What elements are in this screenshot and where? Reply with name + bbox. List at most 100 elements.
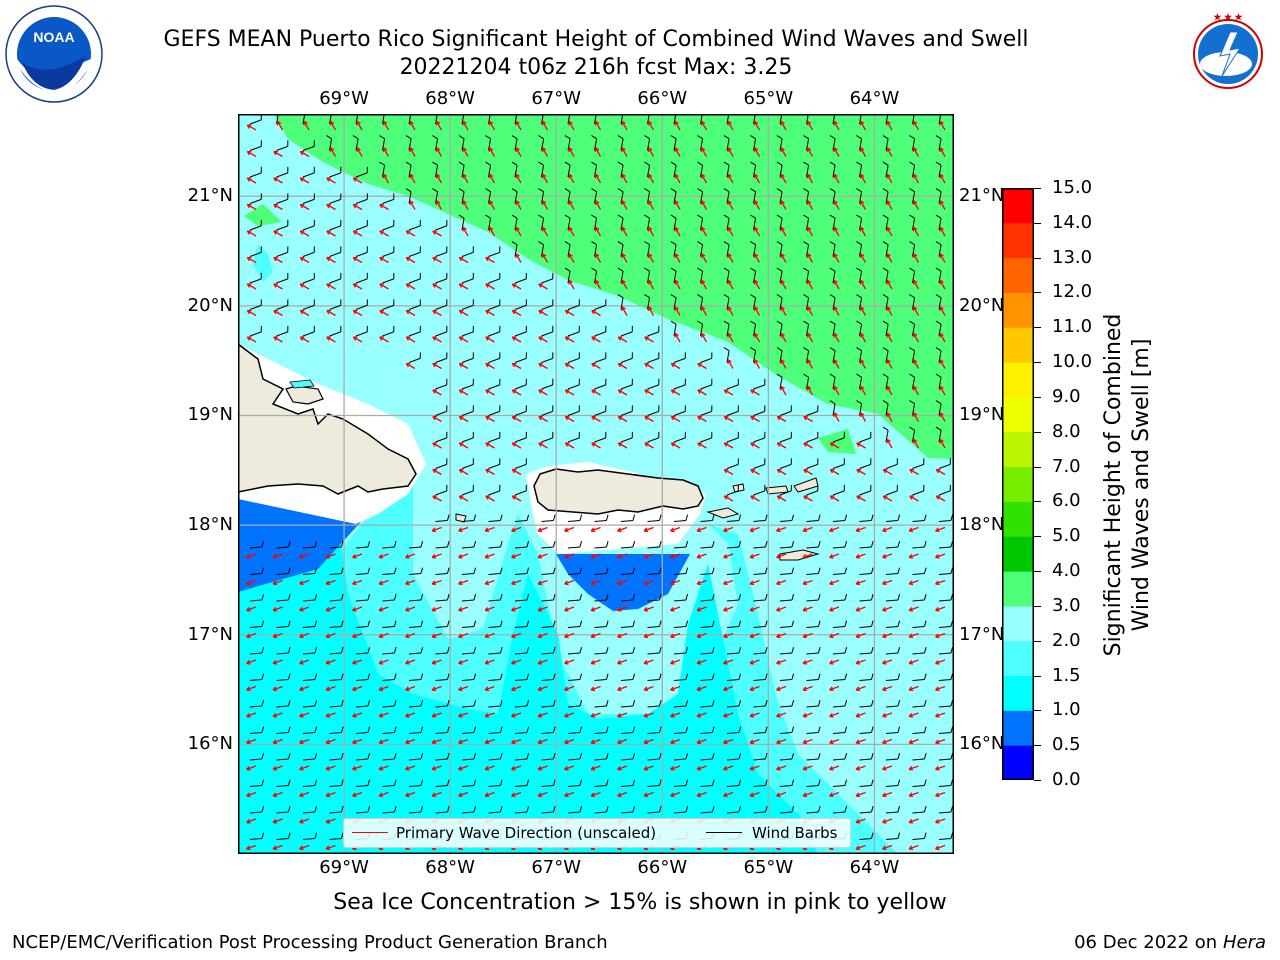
wind-barb bbox=[938, 806, 954, 814]
wave-arrow bbox=[246, 124, 257, 131]
wind-barb bbox=[408, 647, 424, 655]
wind-barb bbox=[779, 405, 792, 416]
wave-arrow bbox=[802, 685, 813, 692]
wave-arrow bbox=[431, 685, 442, 692]
wave-arrow bbox=[806, 200, 814, 210]
wind-barb bbox=[776, 320, 783, 337]
wind-barb bbox=[779, 753, 795, 761]
wave-arrow bbox=[908, 818, 919, 824]
wave-arrow bbox=[594, 200, 602, 210]
colorbar-segment bbox=[1002, 466, 1034, 502]
wind-barb bbox=[859, 431, 872, 443]
wave-arrow bbox=[272, 606, 283, 612]
wave-arrow bbox=[325, 685, 336, 692]
colorbar-tick-mark bbox=[1034, 675, 1041, 677]
wave-arrow bbox=[511, 389, 522, 396]
wave-arrow bbox=[670, 579, 681, 586]
wind-barb bbox=[935, 135, 942, 151]
wave-arrow bbox=[329, 120, 337, 131]
wave-direction-arrows bbox=[246, 120, 946, 851]
wind-barb bbox=[617, 294, 624, 310]
wind-barb bbox=[541, 299, 554, 310]
wave-arrow bbox=[246, 309, 257, 317]
wave-arrow bbox=[935, 738, 946, 745]
wave-arrow bbox=[912, 173, 920, 184]
wave-arrow bbox=[939, 332, 946, 343]
wave-arrow bbox=[485, 442, 495, 449]
wind-barb bbox=[488, 647, 503, 655]
wind-barb bbox=[859, 700, 874, 708]
wind-barb bbox=[885, 832, 901, 840]
wave-arrow bbox=[749, 685, 760, 692]
wave-arrow bbox=[538, 362, 548, 370]
wind-barb bbox=[912, 700, 927, 708]
wind-barb bbox=[408, 806, 424, 814]
wave-arrow bbox=[696, 712, 707, 718]
wind-barb bbox=[382, 726, 397, 734]
wind-barb bbox=[541, 620, 556, 628]
wind-barb bbox=[567, 620, 583, 628]
wind-barb bbox=[829, 135, 836, 151]
wind-barb bbox=[249, 700, 265, 708]
wind-barb bbox=[644, 161, 651, 178]
wave-arrow bbox=[352, 230, 363, 237]
wind-barb bbox=[806, 620, 821, 628]
wind-barb bbox=[885, 726, 901, 734]
wind-barb bbox=[538, 135, 545, 151]
wind-barb bbox=[458, 188, 465, 204]
lat-label-right: 18°N bbox=[959, 514, 1005, 536]
wind-barb bbox=[594, 514, 609, 522]
wave-arrow bbox=[356, 120, 363, 131]
wave-arrow bbox=[882, 606, 893, 612]
wave-arrow bbox=[670, 606, 681, 612]
wind-barb bbox=[912, 620, 927, 628]
wind-barb bbox=[461, 405, 474, 416]
wind-barb bbox=[779, 484, 792, 496]
wave-arrow bbox=[727, 253, 734, 263]
lat-label-right: 20°N bbox=[959, 294, 1005, 316]
wave-arrow bbox=[537, 632, 548, 639]
wind-barb bbox=[541, 541, 556, 549]
wind-barb bbox=[276, 272, 289, 284]
wind-barb bbox=[859, 726, 874, 734]
wind-barb bbox=[408, 779, 424, 787]
wave-arrow bbox=[723, 712, 734, 718]
wave-arrow bbox=[776, 579, 787, 586]
wave-arrow bbox=[935, 632, 946, 639]
wave-arrow bbox=[806, 147, 814, 157]
wave-arrow bbox=[753, 359, 761, 369]
wind-barb bbox=[276, 299, 289, 310]
wind-barb bbox=[329, 246, 342, 257]
wind-barb bbox=[329, 299, 342, 310]
wave-arrow bbox=[833, 200, 840, 210]
wave-arrow bbox=[780, 359, 787, 369]
wind-barb bbox=[723, 267, 730, 284]
wind-barb bbox=[726, 673, 742, 681]
wave-arrow bbox=[591, 309, 601, 317]
wind-barb bbox=[938, 514, 954, 522]
wind-barb bbox=[435, 431, 448, 443]
wave-arrow bbox=[590, 765, 601, 771]
wave-arrow bbox=[511, 362, 522, 370]
wave-arrow bbox=[855, 632, 866, 639]
wave-arrow bbox=[590, 526, 601, 533]
wave-arrow bbox=[700, 253, 708, 263]
wave-arrow bbox=[511, 685, 522, 692]
wave-arrow bbox=[882, 738, 893, 745]
wind-barb bbox=[355, 753, 371, 761]
wave-arrow bbox=[462, 120, 469, 131]
wind-barb bbox=[514, 431, 527, 443]
wave-arrow bbox=[939, 279, 946, 290]
wind-barb bbox=[882, 347, 889, 363]
lat-label-left: 20°N bbox=[187, 294, 233, 316]
wave-arrow bbox=[644, 362, 654, 370]
wind-barb bbox=[647, 673, 662, 681]
wave-arrow bbox=[886, 359, 893, 369]
wave-arrow bbox=[272, 685, 283, 692]
wind-barb bbox=[832, 806, 848, 814]
wind-barb bbox=[832, 514, 848, 522]
wave-arrow bbox=[855, 818, 866, 824]
wave-arrow bbox=[829, 685, 840, 692]
wind-barb bbox=[647, 352, 660, 363]
wave-arrow bbox=[855, 526, 866, 533]
